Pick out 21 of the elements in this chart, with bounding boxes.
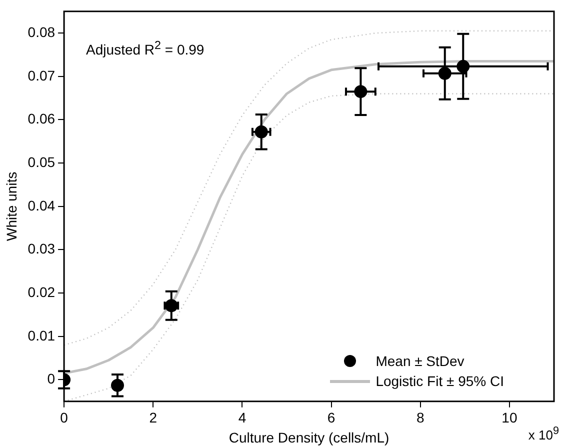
annotation: Adjusted R$^{2}$ = 0.99 bbox=[86, 39, 204, 58]
y-tick-label: 0.04 bbox=[28, 197, 56, 214]
y-tick-label: 0.02 bbox=[28, 284, 56, 300]
y-tick-label: 0.07 bbox=[28, 67, 56, 84]
y-tick-label: 0 bbox=[47, 370, 56, 387]
text: x 10$^{9}$ bbox=[528, 425, 559, 443]
x-axis-title: Culture Density (cells/mL) bbox=[228, 429, 390, 446]
y-tick-label: 0.01 bbox=[28, 327, 56, 344]
y-tick-label: 0.03 bbox=[28, 240, 56, 257]
y-tick-label: 0.06 bbox=[28, 110, 56, 127]
y-tick-label: 0.05 bbox=[28, 154, 56, 170]
legend-label: Logistic Fit ± 95% CI bbox=[376, 373, 504, 390]
x-tick-label: 10 bbox=[502, 410, 518, 426]
x-tick-label: 4 bbox=[238, 410, 246, 426]
legend-label: Mean ± StDev bbox=[376, 353, 464, 370]
x-tick-label: 8 bbox=[416, 410, 424, 426]
x-tick-label: 0 bbox=[60, 410, 68, 426]
y-axis-title: White units bbox=[3, 172, 20, 242]
x-tick-label: 2 bbox=[149, 410, 158, 426]
x-tick-label: 6 bbox=[327, 410, 336, 426]
y-tick-label: 0.08 bbox=[28, 24, 56, 40]
